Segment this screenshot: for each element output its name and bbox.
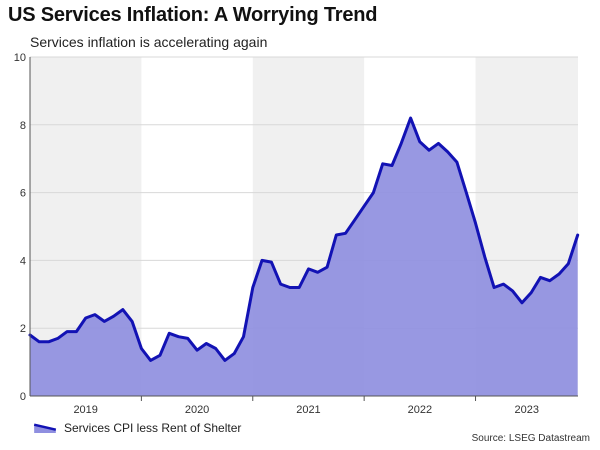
data-point bbox=[558, 272, 561, 275]
data-point bbox=[409, 117, 412, 120]
data-point bbox=[530, 291, 533, 294]
x-tick-label: 2020 bbox=[185, 404, 209, 416]
data-point bbox=[493, 286, 496, 289]
legend: Services CPI less Rent of Shelter bbox=[32, 421, 241, 435]
data-point bbox=[121, 308, 124, 311]
legend-label: Services CPI less Rent of Shelter bbox=[64, 421, 242, 435]
series-area bbox=[30, 118, 578, 396]
data-point bbox=[186, 337, 189, 340]
data-point bbox=[372, 191, 375, 194]
chart-title: US Services Inflation: A Worrying Trend bbox=[8, 4, 378, 26]
data-point bbox=[483, 256, 486, 259]
data-point bbox=[196, 349, 199, 352]
data-point bbox=[242, 335, 245, 338]
data-point bbox=[548, 279, 551, 282]
data-point bbox=[270, 261, 273, 264]
data-point bbox=[158, 354, 161, 357]
data-point bbox=[465, 191, 468, 194]
data-point bbox=[446, 150, 449, 153]
chart-subtitle: Services inflation is accelerating again bbox=[30, 34, 268, 50]
data-point bbox=[288, 286, 291, 289]
x-tick-label: 2019 bbox=[73, 404, 97, 416]
data-point bbox=[233, 352, 236, 355]
data-point bbox=[400, 142, 403, 145]
data-point bbox=[93, 313, 96, 316]
data-point bbox=[84, 317, 87, 320]
data-point bbox=[511, 289, 514, 292]
y-tick-label: 10 bbox=[14, 52, 26, 64]
data-point bbox=[214, 347, 217, 350]
legend-swatch bbox=[33, 423, 57, 433]
data-point bbox=[576, 233, 579, 236]
data-point bbox=[131, 320, 134, 323]
data-point bbox=[474, 222, 477, 225]
data-point bbox=[251, 286, 254, 289]
data-point bbox=[344, 232, 347, 235]
y-tick-label: 2 bbox=[20, 323, 26, 335]
data-point bbox=[428, 149, 431, 152]
x-tick-label: 2021 bbox=[296, 404, 320, 416]
y-tick-label: 6 bbox=[20, 188, 26, 200]
x-tick-label: 2022 bbox=[408, 404, 432, 416]
data-point bbox=[381, 162, 384, 165]
data-point bbox=[66, 330, 69, 333]
y-tick-label: 4 bbox=[20, 255, 26, 267]
data-point bbox=[140, 347, 143, 350]
data-point bbox=[326, 266, 329, 269]
data-point bbox=[112, 315, 115, 318]
y-tick-label: 0 bbox=[20, 391, 26, 403]
data-point bbox=[363, 205, 366, 208]
data-point bbox=[567, 262, 570, 265]
data-point bbox=[56, 337, 59, 340]
data-point bbox=[103, 320, 106, 323]
data-point bbox=[539, 276, 542, 279]
data-point bbox=[418, 140, 421, 143]
data-point bbox=[168, 332, 171, 335]
data-point bbox=[149, 359, 152, 362]
data-point bbox=[502, 283, 505, 286]
series-line bbox=[28, 116, 580, 362]
y-tick-label: 8 bbox=[20, 120, 26, 132]
data-point bbox=[390, 164, 393, 167]
data-point bbox=[455, 161, 458, 164]
data-point bbox=[307, 267, 310, 270]
data-point bbox=[38, 340, 41, 343]
data-point bbox=[437, 142, 440, 145]
data-point bbox=[47, 340, 50, 343]
data-point bbox=[316, 271, 319, 274]
data-point bbox=[298, 286, 301, 289]
data-point bbox=[223, 359, 226, 362]
data-point bbox=[261, 259, 264, 262]
data-point bbox=[279, 283, 282, 286]
data-point bbox=[335, 233, 338, 236]
data-point bbox=[177, 335, 180, 338]
data-point bbox=[353, 218, 356, 221]
x-tick-label: 2023 bbox=[515, 404, 539, 416]
source-note: Source: LSEG Datastream bbox=[471, 433, 590, 444]
data-point bbox=[520, 301, 523, 304]
data-point bbox=[75, 330, 78, 333]
data-point bbox=[205, 342, 208, 345]
